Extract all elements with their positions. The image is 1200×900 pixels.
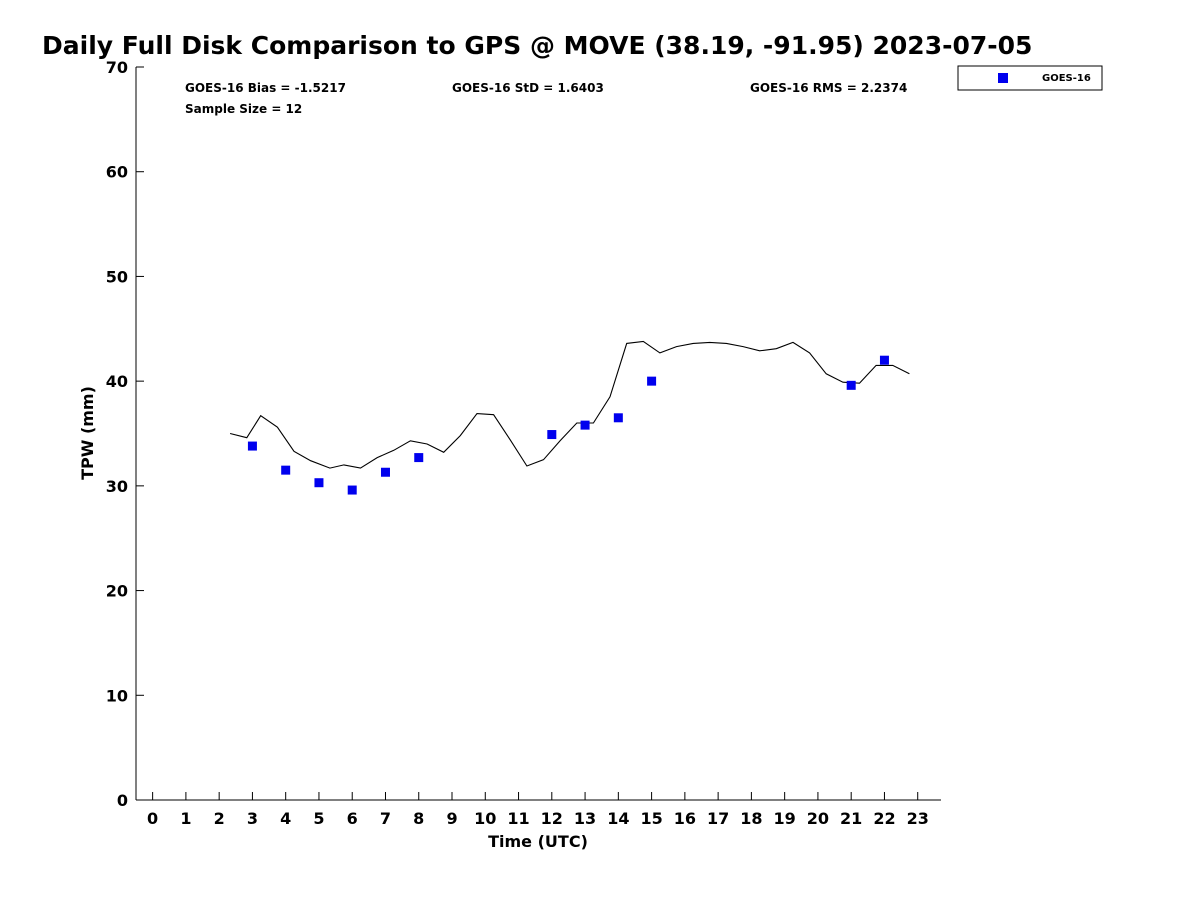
goes16-data-point <box>281 465 291 475</box>
std-annotation: GOES-16 StD = 1.6403 <box>452 81 604 95</box>
goes16-data-point <box>380 467 390 477</box>
goes16-data-point <box>314 478 324 488</box>
goes16-data-point <box>879 355 889 365</box>
x-tick-label: 18 <box>740 809 762 828</box>
x-tick-label: 0 <box>147 809 158 828</box>
goes16-marker-layer <box>247 355 889 495</box>
goes16-data-point <box>247 441 257 451</box>
y-tick-label: 70 <box>106 58 128 77</box>
gps-line-layer <box>229 340 910 469</box>
y-axis-label: TPW (mm) <box>78 386 97 480</box>
legend-label-goes16: GOES-16 <box>1042 73 1091 84</box>
x-tick-label: 21 <box>840 809 862 828</box>
x-tick-label: 11 <box>507 809 529 828</box>
x-tick-label: 15 <box>640 809 662 828</box>
x-tick-label: 1 <box>180 809 191 828</box>
x-tick-label: 5 <box>313 809 324 828</box>
y-tick-label: 50 <box>106 267 128 286</box>
y-tick-label: 60 <box>106 163 128 182</box>
x-tick-label: 12 <box>541 809 563 828</box>
x-tick-label: 19 <box>774 809 796 828</box>
x-tick-label: 10 <box>474 809 496 828</box>
legend: GOES-16 <box>957 65 1103 91</box>
x-tick-label: 16 <box>674 809 696 828</box>
legend-marker-goes16 <box>998 73 1008 83</box>
x-tick-label: 23 <box>907 809 929 828</box>
x-tick-label: 8 <box>413 809 424 828</box>
x-tick-label: 17 <box>707 809 729 828</box>
x-tick-label: 3 <box>247 809 258 828</box>
gps-tpw-line <box>229 340 910 469</box>
legend-box <box>957 65 1103 91</box>
goes16-data-point <box>414 453 424 463</box>
goes16-data-point <box>846 380 856 390</box>
x-tick-label: 20 <box>807 809 829 828</box>
sample-size-annotation: Sample Size = 12 <box>185 102 302 116</box>
x-tick-label: 2 <box>214 809 225 828</box>
x-tick-label: 13 <box>574 809 596 828</box>
rms-annotation: GOES-16 RMS = 2.2374 <box>750 81 907 95</box>
y-tick-label: 10 <box>106 686 128 705</box>
x-tick-label: 9 <box>446 809 457 828</box>
x-tick-label: 6 <box>347 809 358 828</box>
y-tick-label: 0 <box>117 791 128 810</box>
bias-annotation: GOES-16 Bias = -1.5217 <box>185 81 346 95</box>
x-tick-label: 22 <box>873 809 895 828</box>
x-tick-label: 4 <box>280 809 291 828</box>
goes16-data-point <box>580 420 590 430</box>
chart-title: Daily Full Disk Comparison to GPS @ MOVE… <box>42 31 1032 60</box>
y-tick-label: 30 <box>106 477 128 496</box>
y-tick-label: 40 <box>106 372 128 391</box>
stats-annotations: GOES-16 Bias = -1.5217 GOES-16 StD = 1.6… <box>185 81 907 116</box>
goes16-data-point <box>647 376 657 386</box>
goes16-data-point <box>547 430 557 440</box>
goes16-data-point <box>347 485 357 495</box>
x-tick-label: 7 <box>380 809 391 828</box>
x-axis-label: Time (UTC) <box>488 832 588 851</box>
goes16-data-point <box>613 413 623 423</box>
x-tick-label: 14 <box>607 809 629 828</box>
y-tick-label: 20 <box>106 582 128 601</box>
